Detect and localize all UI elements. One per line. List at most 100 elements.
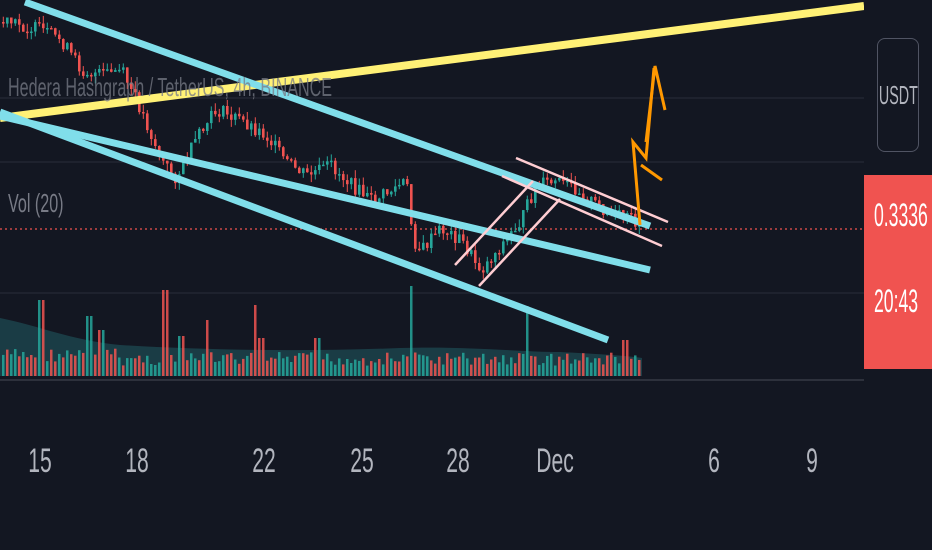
volume-bar [418, 354, 421, 376]
volume-bar [602, 364, 605, 376]
volume-bar [6, 349, 9, 376]
candle-body [118, 69, 121, 72]
candle-body [150, 130, 153, 139]
candle-body [534, 184, 537, 203]
volume-bar [134, 358, 137, 376]
candle-body [114, 70, 117, 72]
candle-body [10, 17, 13, 24]
candle-body [230, 114, 233, 120]
candle-body [422, 242, 425, 250]
candle-body [82, 71, 85, 76]
volume-bar [634, 355, 637, 376]
candle-body [434, 233, 437, 236]
currency-button[interactable]: USDT [877, 38, 919, 152]
candle-body [350, 178, 353, 185]
volume-bar [238, 363, 241, 376]
candle-body [274, 140, 277, 146]
volume-bar [90, 316, 93, 376]
volume-bar [246, 355, 249, 376]
candle-body [6, 17, 9, 24]
candle-body [182, 159, 185, 175]
volume-bar [354, 359, 357, 376]
volume-bar [630, 358, 633, 376]
volume-bar [486, 363, 489, 376]
volume-bar [382, 364, 385, 376]
volume-bar [494, 356, 497, 376]
volume-bar [22, 352, 25, 376]
candle-body [458, 234, 461, 243]
volume-bar [262, 338, 265, 376]
volume-bar [622, 340, 625, 376]
volume-bar [502, 355, 505, 376]
candle-body [438, 225, 441, 234]
volume-bar [282, 358, 285, 376]
volume-bar [574, 359, 577, 376]
volume-bar [378, 359, 381, 376]
volume-bar [402, 354, 405, 376]
candle-body [410, 184, 413, 225]
candle-body [454, 230, 457, 243]
candle-body [166, 160, 169, 164]
volume-bar [126, 358, 129, 376]
candle-body [110, 69, 113, 72]
trendline-yellow [0, 2, 865, 122]
volume-bar [234, 359, 237, 376]
volume-bar [334, 364, 337, 376]
candle-body [258, 128, 261, 136]
volume-indicator-label[interactable]: Vol (20) [8, 188, 64, 218]
candle-body [210, 110, 213, 124]
volume-bar [122, 365, 125, 376]
volume-bar [614, 356, 617, 376]
volume-bar [86, 316, 89, 376]
volume-bar [474, 357, 477, 376]
volume-bar [438, 356, 441, 376]
trendlines [0, 0, 865, 344]
candle-body [314, 170, 317, 175]
candle-body [362, 184, 365, 197]
volume-bar [42, 300, 45, 376]
volume-bar [114, 348, 117, 376]
time-axis-label: 22 [252, 442, 276, 480]
volume-bar [414, 352, 417, 376]
volume-bar [422, 355, 425, 376]
candle-body [122, 67, 125, 70]
candle-body [514, 230, 517, 233]
candle-body [442, 225, 445, 234]
candle-body [346, 180, 349, 185]
candle-body [522, 210, 525, 228]
volume-bar [450, 358, 453, 376]
volume-bar [302, 353, 305, 376]
candle-body [398, 184, 401, 187]
candle-body [226, 106, 229, 115]
volume-bar [274, 358, 277, 376]
volume-bar [294, 355, 297, 376]
currency-label: USDT [878, 79, 918, 110]
volume-bar [54, 361, 57, 376]
volume-bar [202, 353, 205, 376]
candle-body [470, 250, 473, 255]
candle-body [34, 22, 37, 32]
candle-body [562, 177, 565, 181]
candle-body [590, 196, 593, 204]
candle-body [382, 189, 385, 199]
volume-bar [466, 358, 469, 376]
candle-body [134, 89, 137, 93]
volume-bar [14, 349, 17, 376]
volume-bar [30, 355, 33, 376]
volume-bar [410, 286, 413, 376]
candle-body [474, 250, 477, 263]
candle-body [402, 179, 405, 185]
volume-bar [214, 361, 217, 376]
volume-bar [26, 357, 29, 376]
candle-body [294, 160, 297, 168]
volume-bar [626, 340, 629, 376]
volume-bar [326, 353, 329, 376]
volume-bar [258, 338, 261, 376]
candle-body [490, 261, 493, 263]
candle-body [598, 200, 601, 205]
trendline-cyan-lower [0, 108, 610, 344]
volume-bar [318, 338, 321, 376]
volume-bar [434, 363, 437, 376]
candle-body [142, 112, 145, 114]
